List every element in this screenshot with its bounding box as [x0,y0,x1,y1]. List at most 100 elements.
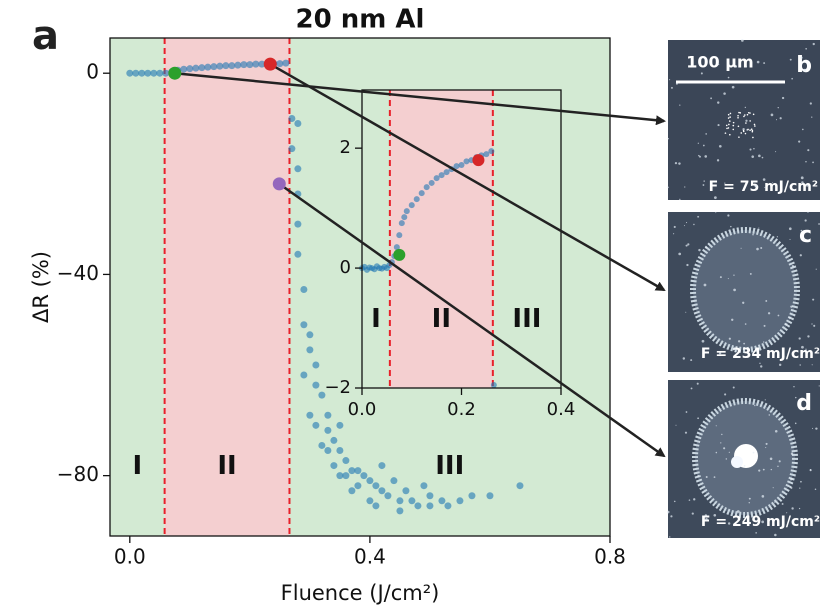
data-point [156,69,164,77]
speckle [727,522,731,525]
data-point [354,467,362,475]
speckle [778,460,781,463]
speckle [738,136,740,138]
y-tick-label: 2 [340,137,351,158]
data-point [403,208,410,215]
speckle [717,63,720,66]
region [164,38,290,536]
region-label: III [512,304,541,334]
data-point [282,59,290,67]
speckle [700,72,703,75]
panel-caption: F = 249 mJ/cm² [701,514,820,530]
speckle [812,298,815,301]
data-point [438,497,446,505]
speckle [705,133,707,135]
speckle [818,223,820,225]
data-point [336,446,344,454]
speckle [674,161,678,165]
speckle [741,39,744,42]
speckle [684,186,686,188]
speckle [805,47,807,50]
data-point [414,502,422,510]
speckle [809,469,812,472]
speckle [762,178,766,181]
data-point [433,175,440,182]
speckle [697,474,700,478]
speckle [785,323,788,326]
speckle [702,144,705,147]
highlight-point [263,57,277,71]
data-point [354,482,362,490]
speckle [728,123,730,126]
data-point [444,502,452,510]
panel-label: b [796,53,812,78]
data-point [428,179,435,186]
speckle [724,393,727,396]
speckle [723,447,726,450]
data-point [204,63,212,71]
speckle [719,276,722,279]
region [492,90,561,388]
data-point [366,497,374,505]
data-point [418,190,425,197]
speckle [794,422,797,425]
speckle [753,147,755,150]
arrow [269,63,666,292]
data-point [216,62,224,70]
speckle [751,130,754,133]
data-point [342,457,350,465]
speckle [724,132,727,134]
speckle [786,512,788,514]
speckle [789,238,791,240]
speckle [705,517,708,521]
speckle [804,219,807,222]
data-point [420,482,428,490]
speckle [751,129,754,132]
x-tick-label: 0.8 [594,545,626,569]
speckle [744,114,746,116]
speckle [747,111,750,114]
speckle [778,363,782,367]
arrow [278,182,666,458]
speckle [705,476,708,479]
y-tick-label: 0 [86,60,99,84]
speckle [745,65,748,68]
data-point [372,482,380,490]
speckle [770,113,774,117]
y-axis-label: ΔR (%) [29,251,53,323]
speckle [758,227,760,229]
speckle [749,120,751,122]
speckle [753,123,756,126]
speckle [713,513,717,517]
speckle [807,335,810,338]
speckle [777,314,780,317]
data-point [336,421,344,429]
data-point [426,502,434,510]
data-point [246,61,254,69]
speckle [800,229,803,232]
data-point [342,472,350,480]
speckle [800,176,804,180]
speckle [685,222,688,224]
speckle [679,104,681,106]
speckle [774,501,776,503]
speckle [755,532,757,534]
speckle [740,132,743,134]
speckle [779,117,782,120]
data-point [324,426,332,434]
speckle [686,263,689,267]
speckle [801,181,804,184]
data-point [438,172,445,179]
speckle [713,196,717,200]
region-label: II [217,451,236,481]
speckle [790,452,794,455]
speckle [790,305,793,308]
data-point [222,62,230,70]
speckle [675,424,677,426]
speckle [690,387,693,390]
speckle [726,127,728,130]
speckle [701,339,705,343]
speckle [727,117,730,119]
speckle [721,433,723,436]
speckle [770,468,773,471]
